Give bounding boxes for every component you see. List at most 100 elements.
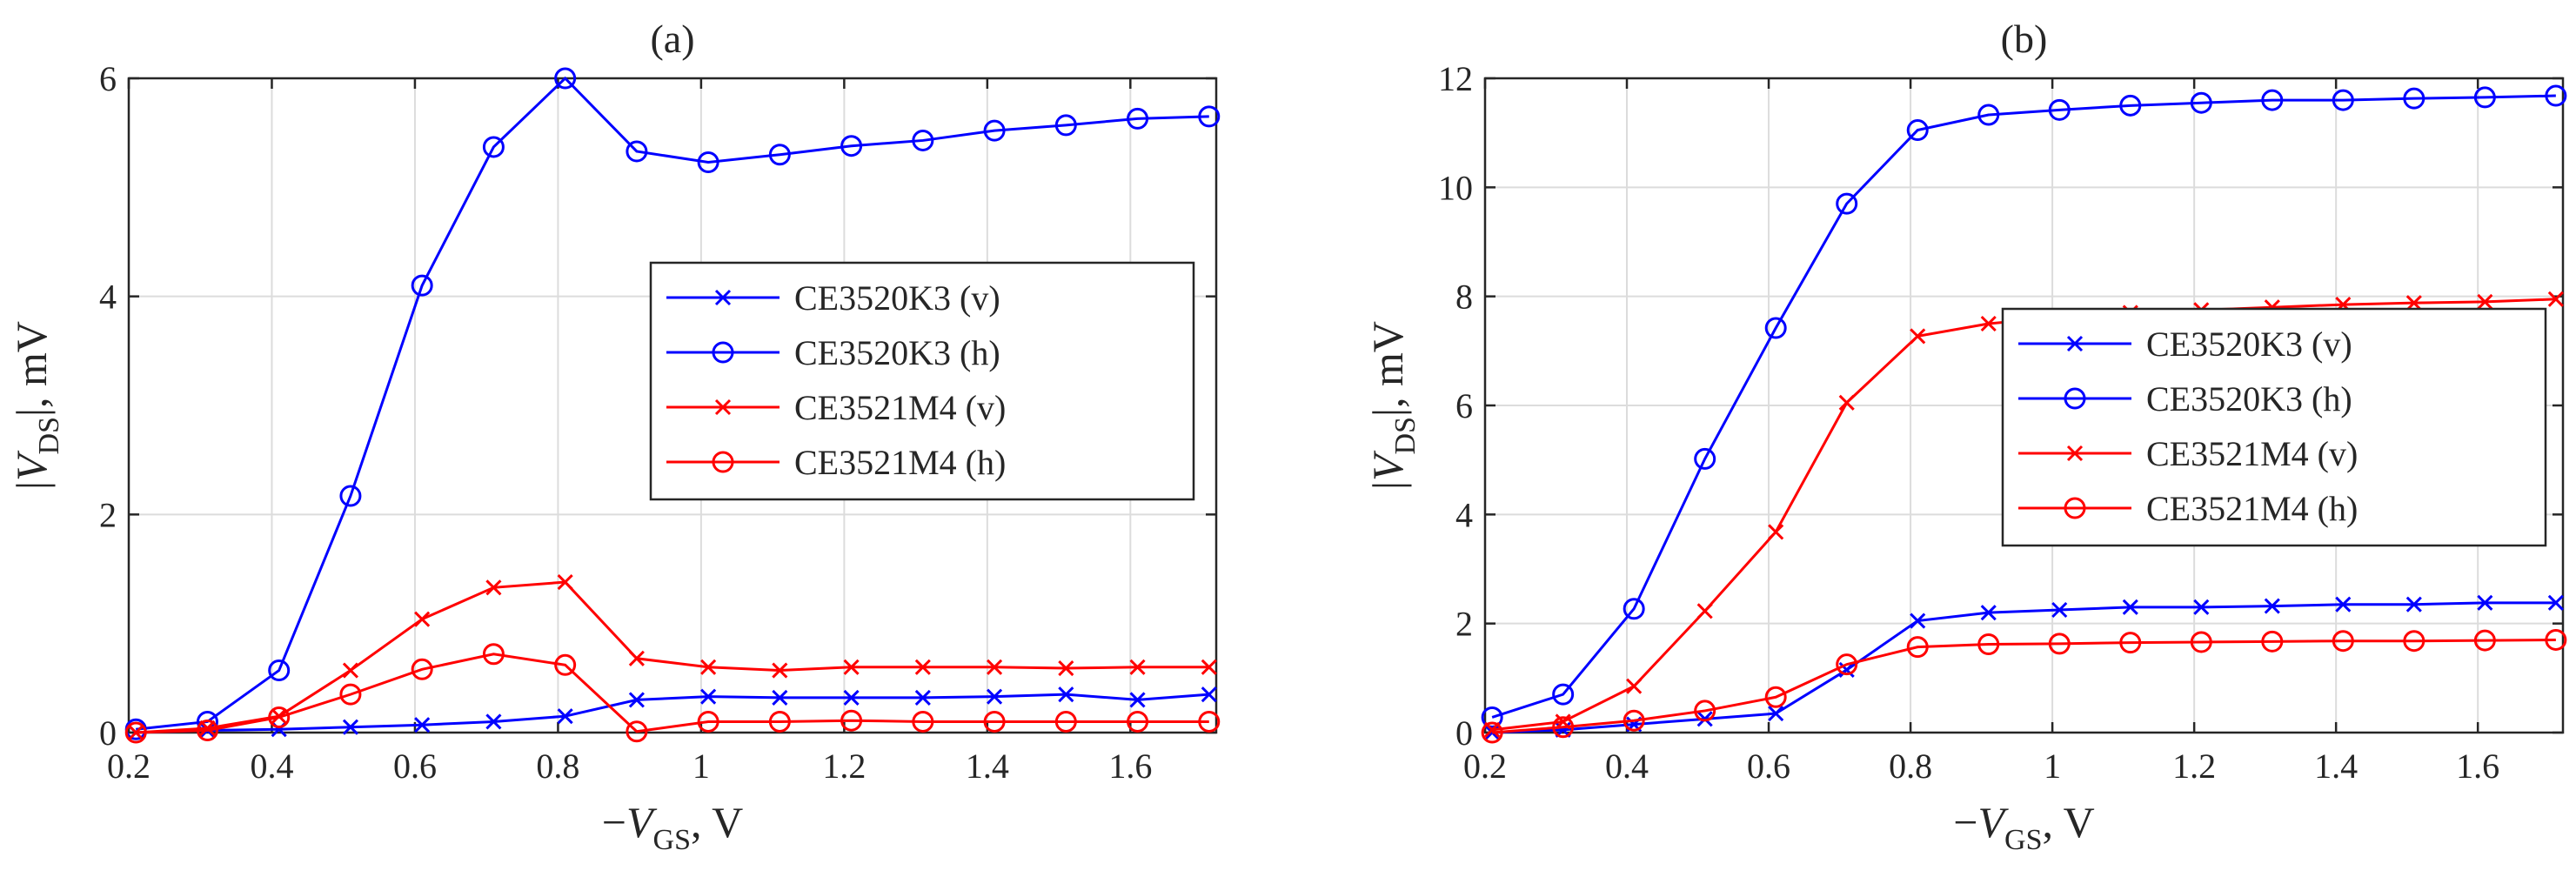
data-point (2545, 84, 2567, 107)
y-axis-label-var: V (1363, 450, 1412, 481)
data-point-stroke (557, 708, 573, 725)
data-point (987, 688, 1003, 705)
data-point (2064, 387, 2086, 410)
data-point-stroke (1201, 659, 1217, 675)
data-point (1910, 613, 1926, 629)
data-point (2190, 91, 2212, 114)
data-point-stroke (2547, 291, 2564, 307)
data-point (2405, 295, 2422, 311)
y-tick-label: 2 (1455, 605, 1473, 644)
legend-item: CE3520K3 (h) (2018, 379, 2352, 418)
x-axis-label-unit: , V (691, 798, 743, 847)
data-point (268, 659, 291, 682)
data-point (912, 129, 934, 151)
data-point (2051, 601, 2068, 619)
data-point (712, 451, 734, 473)
data-point-stroke (2066, 335, 2084, 352)
data-point (1552, 683, 1575, 706)
x-axis-label: −VGS, V (1953, 798, 2094, 856)
data-point (2477, 594, 2493, 611)
data-point (339, 485, 362, 507)
data-point (1623, 598, 1645, 620)
legend-box (649, 261, 1195, 501)
data-point-stroke (714, 289, 732, 306)
data-point (1977, 633, 2000, 655)
data-point-stroke (2066, 445, 2084, 462)
data-point (772, 662, 788, 679)
data-point (1696, 603, 1713, 619)
x-tick-label: 1.6 (1108, 746, 1152, 786)
data-point (1980, 315, 1997, 332)
data-point (714, 289, 732, 306)
data-point (2547, 594, 2564, 611)
data-point (1552, 716, 1575, 739)
x-tick-label: 1.6 (2456, 746, 2499, 786)
legend-item: CE3521M4 (v) (2018, 434, 2358, 473)
legend-item: CE3520K3 (v) (666, 278, 1000, 318)
data-point (411, 658, 433, 680)
series-ce3520k3-h (1481, 84, 2567, 728)
data-point (700, 659, 717, 675)
data-point-stroke (2405, 596, 2422, 613)
data-point-stroke (1058, 686, 1074, 703)
data-point (1054, 710, 1077, 733)
data-point-stroke (1910, 328, 1926, 345)
y-tick-label: 4 (99, 278, 117, 317)
x-tick-label: 1 (693, 746, 710, 786)
data-point-stroke (1838, 661, 1855, 678)
y-tick-label: 0 (1455, 713, 1473, 753)
legend-label: CE3520K3 (v) (2146, 325, 2352, 364)
data-point (1694, 447, 1716, 470)
data-point-stroke (2547, 594, 2564, 611)
data-point (1201, 659, 1217, 675)
x-axis-label-sub: GS (653, 824, 691, 856)
data-point (1836, 653, 1858, 676)
data-point-stroke (628, 692, 645, 708)
data-point (2335, 596, 2352, 613)
data-point-stroke (2122, 599, 2138, 615)
data-point (840, 709, 863, 732)
legend-label: CE3521M4 (v) (794, 388, 1006, 427)
data-point-stroke (700, 688, 717, 705)
data-point (983, 119, 1006, 142)
y-axis-label-unit: |, mV (1363, 321, 1412, 417)
legend-label: CE3521M4 (h) (794, 443, 1006, 482)
data-point (1838, 394, 1855, 411)
data-point (768, 144, 791, 166)
data-point (843, 689, 860, 706)
y-axis-label: |VDS|, mV (1363, 321, 1422, 490)
data-point-stroke (1980, 605, 1997, 621)
data-point-stroke (1838, 394, 1855, 411)
data-point (1481, 721, 1503, 744)
data-point (2264, 598, 2280, 614)
y-tick-label: 2 (99, 495, 117, 534)
legend-label: CE3521M4 (v) (2146, 434, 2358, 473)
data-point (768, 710, 791, 733)
data-point (1768, 524, 1784, 540)
legend-label: CE3520K3 (h) (2146, 379, 2352, 418)
data-point (1129, 659, 1146, 675)
data-point (485, 713, 502, 730)
series-ce3520k3-v (128, 686, 1217, 741)
data-point-stroke (2477, 594, 2493, 611)
data-point (1836, 192, 1858, 215)
x-axis-label-prefix: − (602, 798, 626, 847)
data-point (1058, 659, 1074, 677)
data-point (912, 710, 934, 733)
axes-box (127, 77, 1218, 734)
series-ce3521m4-v (128, 573, 1217, 741)
data-point (712, 341, 734, 364)
y-tick-label: 4 (1455, 495, 1473, 534)
y-axis-label-sub: DS (1389, 417, 1422, 454)
data-point (2119, 94, 2142, 117)
x-tick-label: 0.2 (107, 746, 151, 786)
data-point (554, 653, 577, 676)
data-point (987, 659, 1003, 675)
y-axis-label: |VDS|, mV (7, 321, 65, 490)
data-point (1906, 636, 1929, 659)
series-line (136, 693, 1209, 734)
data-point-stroke (1201, 686, 1217, 703)
y-tick-label: 6 (99, 59, 117, 98)
data-point (1127, 710, 1149, 733)
data-point-stroke (199, 720, 216, 737)
